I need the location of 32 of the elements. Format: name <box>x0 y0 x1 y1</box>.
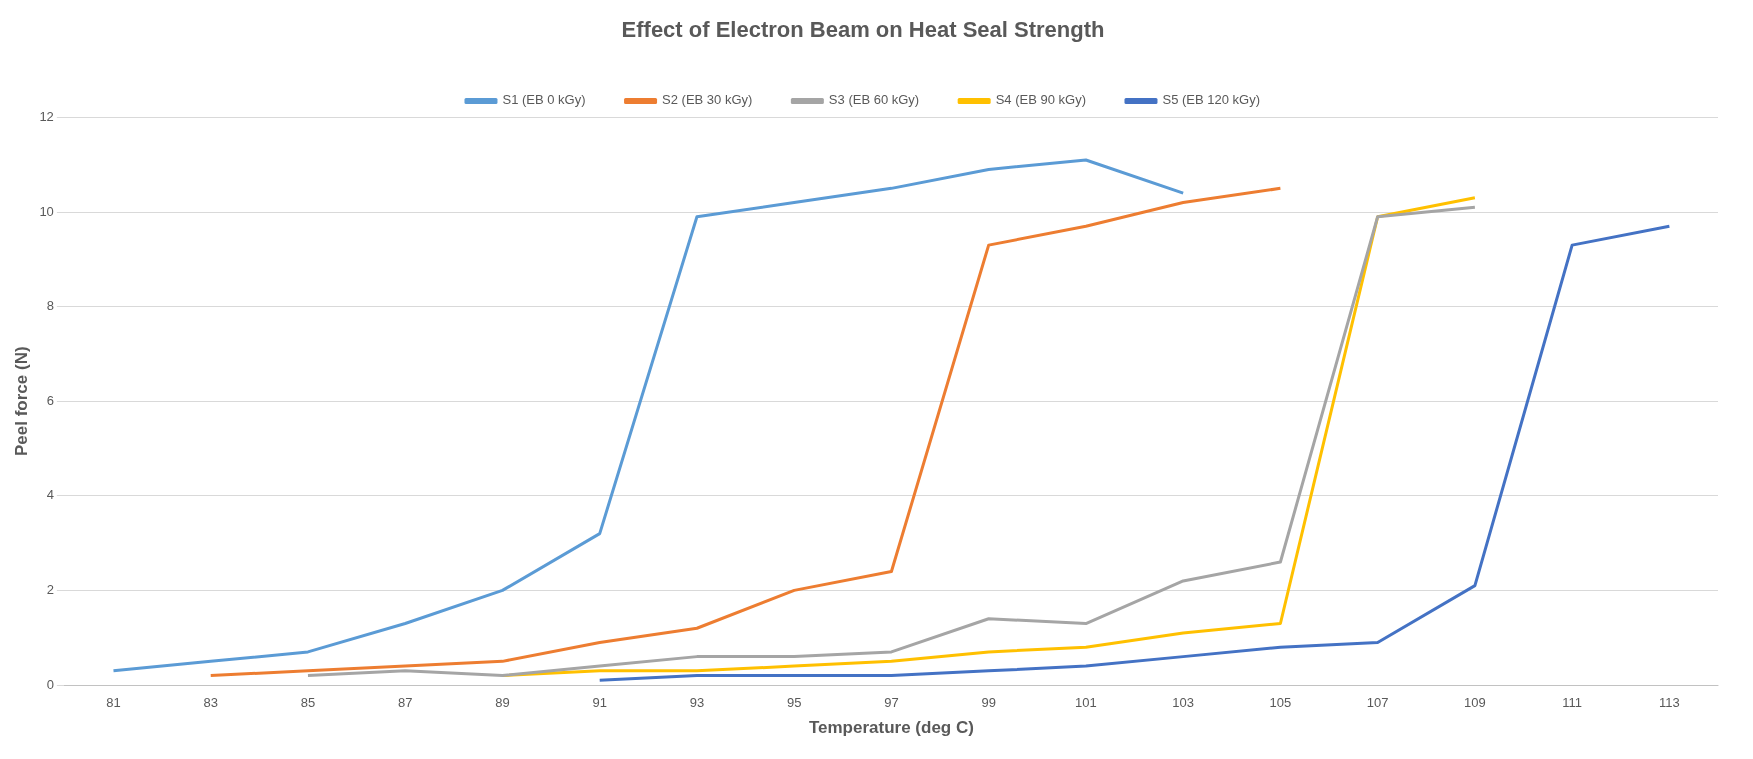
legend-label: S2 (EB 30 kGy) <box>662 92 753 108</box>
x-tick-label: 81 <box>106 695 121 711</box>
x-tick-label: 85 <box>300 695 316 711</box>
x-tick-label: 93 <box>689 695 705 711</box>
chart-title: Effect of Electron Beam on Heat Seal Strength <box>621 17 1105 43</box>
y-tick-label: 6 <box>46 392 54 408</box>
x-tick-label: 87 <box>397 695 413 711</box>
y-tick-label: 0 <box>46 676 54 692</box>
x-axis-title: Temperature (deg C) <box>808 718 974 738</box>
x-tick-label: 95 <box>786 695 802 711</box>
y-tick-label: 10 <box>39 203 54 219</box>
y-tick-label: 12 <box>39 108 54 124</box>
x-tick-label: 97 <box>884 695 899 711</box>
legend-label: S1 (EB 0 kGy) <box>502 92 586 108</box>
x-tick-label: 101 <box>1075 695 1097 711</box>
x-tick-label: 105 <box>1269 695 1292 711</box>
y-tick-label: 8 <box>46 298 54 314</box>
x-tick-label: 99 <box>981 695 996 711</box>
x-tick-label: 109 <box>1464 695 1486 711</box>
x-tick-label: 103 <box>1172 695 1195 711</box>
legend-label: S4 (EB 90 kGy) <box>995 92 1086 108</box>
x-tick-label: 111 <box>1562 695 1583 711</box>
y-axis-title: Peel force (N) <box>11 346 31 456</box>
legend-label: S5 (EB 120 kGy) <box>1162 92 1261 108</box>
x-tick-label: 83 <box>203 695 218 711</box>
y-tick-label: 4 <box>46 487 54 503</box>
legend-label: S3 (EB 60 kGy) <box>828 92 920 108</box>
x-tick-label: 107 <box>1366 695 1389 711</box>
x-tick-label: 89 <box>495 695 510 711</box>
y-tick-label: 2 <box>46 581 54 597</box>
x-tick-label: 113 <box>1659 695 1680 711</box>
x-tick-label: 91 <box>592 695 607 711</box>
